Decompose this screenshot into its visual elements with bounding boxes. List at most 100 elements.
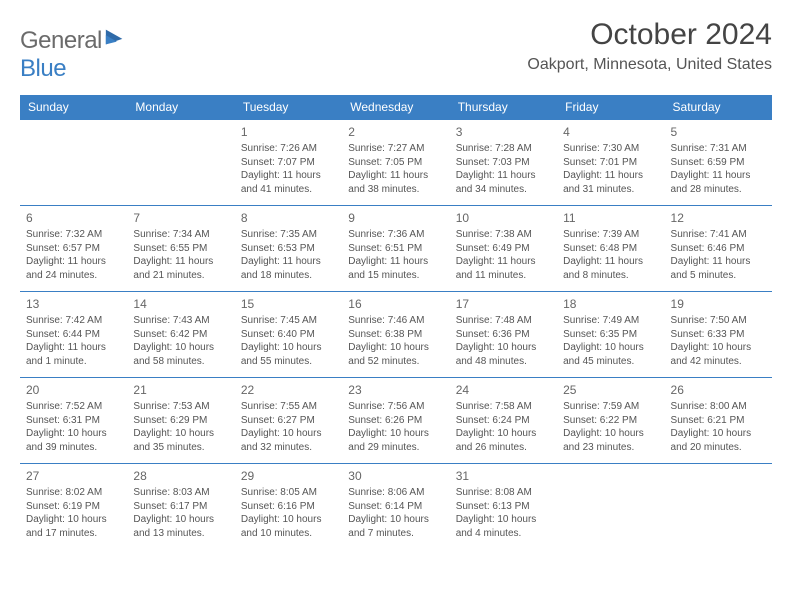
calendar-week-row: 1Sunrise: 7:26 AMSunset: 7:07 PMDaylight… — [20, 120, 772, 206]
calendar-day-cell — [20, 120, 127, 206]
sunrise-text: Sunrise: 7:49 AM — [563, 314, 658, 328]
day-number: 17 — [456, 296, 551, 312]
calendar-day-cell: 26Sunrise: 8:00 AMSunset: 6:21 PMDayligh… — [665, 378, 772, 464]
calendar-day-cell: 25Sunrise: 7:59 AMSunset: 6:22 PMDayligh… — [557, 378, 664, 464]
title-block: October 2024 Oakport, Minnesota, United … — [527, 18, 772, 74]
sunset-text: Sunset: 6:49 PM — [456, 242, 551, 256]
daylight-text: Daylight: 11 hours and 21 minutes. — [133, 255, 228, 282]
day-header: Thursday — [450, 95, 557, 120]
day-header: Sunday — [20, 95, 127, 120]
sunset-text: Sunset: 6:19 PM — [26, 500, 121, 514]
day-number: 11 — [563, 210, 658, 226]
daylight-text: Daylight: 11 hours and 41 minutes. — [241, 169, 336, 196]
day-number: 23 — [348, 382, 443, 398]
day-number: 5 — [671, 124, 766, 140]
sunset-text: Sunset: 7:01 PM — [563, 156, 658, 170]
calendar-day-cell: 7Sunrise: 7:34 AMSunset: 6:55 PMDaylight… — [127, 206, 234, 292]
daylight-text: Daylight: 11 hours and 31 minutes. — [563, 169, 658, 196]
calendar-day-cell: 29Sunrise: 8:05 AMSunset: 6:16 PMDayligh… — [235, 464, 342, 550]
daylight-text: Daylight: 10 hours and 13 minutes. — [133, 513, 228, 540]
sunset-text: Sunset: 6:29 PM — [133, 414, 228, 428]
day-header: Wednesday — [342, 95, 449, 120]
daylight-text: Daylight: 10 hours and 58 minutes. — [133, 341, 228, 368]
sunrise-text: Sunrise: 7:56 AM — [348, 400, 443, 414]
calendar-day-cell: 3Sunrise: 7:28 AMSunset: 7:03 PMDaylight… — [450, 120, 557, 206]
location-text: Oakport, Minnesota, United States — [527, 56, 772, 74]
sunset-text: Sunset: 6:14 PM — [348, 500, 443, 514]
brand-logo-text: General Blue — [20, 24, 126, 83]
sunset-text: Sunset: 6:21 PM — [671, 414, 766, 428]
sunrise-text: Sunrise: 7:32 AM — [26, 228, 121, 242]
sunrise-text: Sunrise: 8:02 AM — [26, 486, 121, 500]
daylight-text: Daylight: 11 hours and 38 minutes. — [348, 169, 443, 196]
header-row: General Blue October 2024 Oakport, Minne… — [20, 18, 772, 83]
sunset-text: Sunset: 6:38 PM — [348, 328, 443, 342]
day-number: 7 — [133, 210, 228, 226]
day-number: 10 — [456, 210, 551, 226]
day-number: 2 — [348, 124, 443, 140]
calendar-table: SundayMondayTuesdayWednesdayThursdayFrid… — [20, 95, 772, 550]
day-header: Tuesday — [235, 95, 342, 120]
calendar-day-cell — [557, 464, 664, 550]
daylight-text: Daylight: 11 hours and 8 minutes. — [563, 255, 658, 282]
calendar-day-cell: 2Sunrise: 7:27 AMSunset: 7:05 PMDaylight… — [342, 120, 449, 206]
sunset-text: Sunset: 6:53 PM — [241, 242, 336, 256]
sunrise-text: Sunrise: 7:28 AM — [456, 142, 551, 156]
calendar-head: SundayMondayTuesdayWednesdayThursdayFrid… — [20, 95, 772, 120]
day-number: 4 — [563, 124, 658, 140]
brand-word-2: Blue — [20, 55, 66, 82]
brand-word-1: General — [20, 27, 102, 54]
day-number: 3 — [456, 124, 551, 140]
day-number: 13 — [26, 296, 121, 312]
daylight-text: Daylight: 10 hours and 55 minutes. — [241, 341, 336, 368]
calendar-day-cell: 14Sunrise: 7:43 AMSunset: 6:42 PMDayligh… — [127, 292, 234, 378]
sunrise-text: Sunrise: 7:36 AM — [348, 228, 443, 242]
calendar-day-cell: 17Sunrise: 7:48 AMSunset: 6:36 PMDayligh… — [450, 292, 557, 378]
sunrise-text: Sunrise: 7:27 AM — [348, 142, 443, 156]
calendar-day-cell: 30Sunrise: 8:06 AMSunset: 6:14 PMDayligh… — [342, 464, 449, 550]
sunrise-text: Sunrise: 8:00 AM — [671, 400, 766, 414]
daylight-text: Daylight: 10 hours and 42 minutes. — [671, 341, 766, 368]
sunset-text: Sunset: 6:22 PM — [563, 414, 658, 428]
calendar-day-cell: 8Sunrise: 7:35 AMSunset: 6:53 PMDaylight… — [235, 206, 342, 292]
calendar-week-row: 20Sunrise: 7:52 AMSunset: 6:31 PMDayligh… — [20, 378, 772, 464]
sunset-text: Sunset: 6:40 PM — [241, 328, 336, 342]
calendar-day-cell: 18Sunrise: 7:49 AMSunset: 6:35 PMDayligh… — [557, 292, 664, 378]
sunrise-text: Sunrise: 8:08 AM — [456, 486, 551, 500]
day-number: 31 — [456, 468, 551, 484]
daylight-text: Daylight: 11 hours and 24 minutes. — [26, 255, 121, 282]
sunrise-text: Sunrise: 7:53 AM — [133, 400, 228, 414]
flag-icon — [104, 26, 126, 48]
calendar-day-cell: 22Sunrise: 7:55 AMSunset: 6:27 PMDayligh… — [235, 378, 342, 464]
sunrise-text: Sunrise: 7:39 AM — [563, 228, 658, 242]
sunrise-text: Sunrise: 7:26 AM — [241, 142, 336, 156]
daylight-text: Daylight: 10 hours and 45 minutes. — [563, 341, 658, 368]
sunset-text: Sunset: 6:57 PM — [26, 242, 121, 256]
sunset-text: Sunset: 6:48 PM — [563, 242, 658, 256]
brand-logo: General Blue — [20, 18, 126, 83]
month-title: October 2024 — [527, 18, 772, 52]
sunrise-text: Sunrise: 8:05 AM — [241, 486, 336, 500]
daylight-text: Daylight: 10 hours and 26 minutes. — [456, 427, 551, 454]
daylight-text: Daylight: 10 hours and 4 minutes. — [456, 513, 551, 540]
calendar-day-cell: 1Sunrise: 7:26 AMSunset: 7:07 PMDaylight… — [235, 120, 342, 206]
daylight-text: Daylight: 10 hours and 35 minutes. — [133, 427, 228, 454]
sunset-text: Sunset: 6:36 PM — [456, 328, 551, 342]
sunrise-text: Sunrise: 7:43 AM — [133, 314, 228, 328]
sunrise-text: Sunrise: 7:59 AM — [563, 400, 658, 414]
day-number: 26 — [671, 382, 766, 398]
sunset-text: Sunset: 6:35 PM — [563, 328, 658, 342]
calendar-body: 1Sunrise: 7:26 AMSunset: 7:07 PMDaylight… — [20, 120, 772, 550]
sunrise-text: Sunrise: 7:35 AM — [241, 228, 336, 242]
daylight-text: Daylight: 11 hours and 34 minutes. — [456, 169, 551, 196]
sunrise-text: Sunrise: 7:45 AM — [241, 314, 336, 328]
sunset-text: Sunset: 6:17 PM — [133, 500, 228, 514]
calendar-day-cell: 6Sunrise: 7:32 AMSunset: 6:57 PMDaylight… — [20, 206, 127, 292]
day-header: Friday — [557, 95, 664, 120]
sunrise-text: Sunrise: 7:46 AM — [348, 314, 443, 328]
day-number: 28 — [133, 468, 228, 484]
day-number: 29 — [241, 468, 336, 484]
daylight-text: Daylight: 11 hours and 28 minutes. — [671, 169, 766, 196]
day-number: 24 — [456, 382, 551, 398]
sunset-text: Sunset: 6:33 PM — [671, 328, 766, 342]
